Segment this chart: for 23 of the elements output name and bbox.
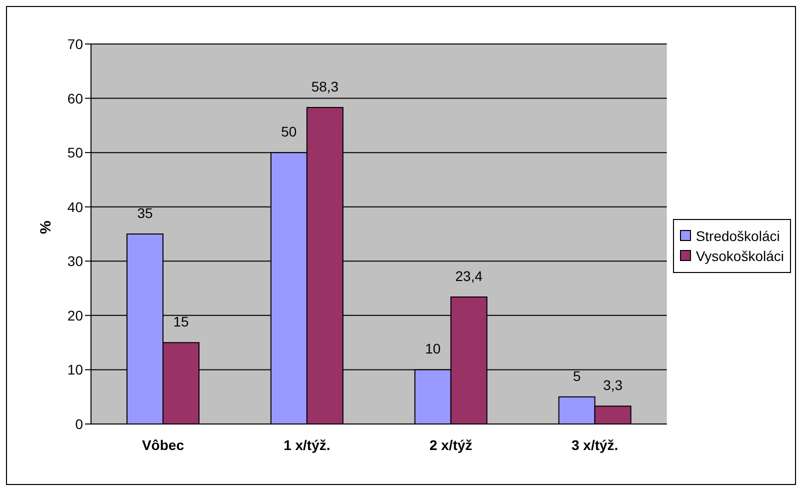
data-label: 3,3 <box>603 377 623 394</box>
y-tick-label: 30 <box>67 253 84 270</box>
y-axis-title: % <box>37 220 54 234</box>
x-tick-label: 3 x/týž. <box>571 436 618 453</box>
y-tick-label: 60 <box>67 90 84 106</box>
data-label: 23,4 <box>455 268 483 284</box>
data-label: 58,3 <box>311 78 339 95</box>
data-label: 50 <box>281 124 297 140</box>
y-tick-label: 20 <box>67 307 84 324</box>
data-label: 10 <box>425 340 441 357</box>
y-tick-label: 10 <box>67 362 84 378</box>
data-label: 15 <box>173 314 189 330</box>
data-label: 35 <box>137 205 153 221</box>
x-tick-label: Vôbec <box>142 436 184 453</box>
data-label: 5 <box>572 368 581 384</box>
legend-label: Stredoškoláci <box>696 228 780 244</box>
legend-label: Vysokoškoláci <box>696 248 784 264</box>
y-tick-label: 40 <box>67 198 84 215</box>
y-tick-label: 0 <box>75 416 84 432</box>
y-tick-label: 70 <box>67 36 84 52</box>
y-tick-label: 50 <box>67 144 84 161</box>
x-tick-label: 2 x/týž <box>429 436 472 453</box>
x-tick-label: 1 x/týž. <box>284 436 330 453</box>
